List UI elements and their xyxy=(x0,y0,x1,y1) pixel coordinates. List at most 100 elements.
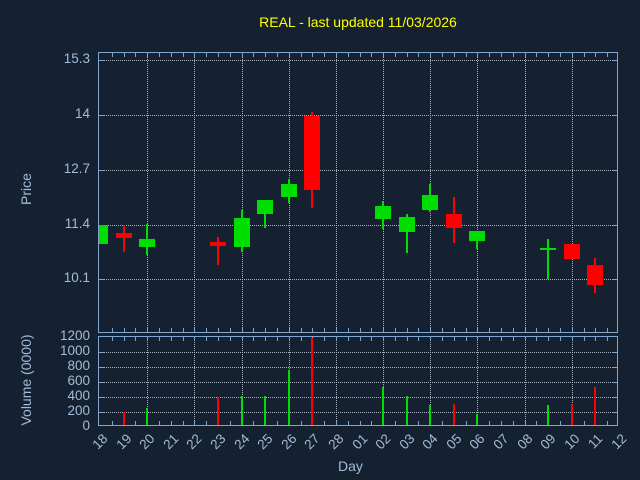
y-major-tick xyxy=(99,114,104,116)
gridline-vertical xyxy=(477,337,479,425)
gridline-vertical xyxy=(194,53,196,332)
y-major-tick xyxy=(612,412,617,413)
x-minor-tick xyxy=(560,421,562,425)
x-minor-tick xyxy=(465,53,467,57)
x-minor-tick xyxy=(595,337,597,341)
candle-wick xyxy=(547,239,550,279)
x-minor-tick xyxy=(418,421,420,425)
x-minor-tick xyxy=(548,337,550,341)
x-minor-tick xyxy=(383,337,385,341)
x-minor-tick xyxy=(182,421,184,425)
candle-body xyxy=(280,184,297,197)
y-major-tick xyxy=(99,352,104,353)
y-major-tick xyxy=(99,367,104,368)
gridline-vertical xyxy=(430,337,432,425)
volume-bar xyxy=(240,395,243,425)
price-panel xyxy=(98,52,618,333)
x-minor-tick xyxy=(453,53,455,57)
x-minor-tick xyxy=(536,337,538,341)
x-minor-tick xyxy=(123,337,125,341)
x-minor-tick xyxy=(276,337,278,341)
x-minor-tick xyxy=(583,421,585,425)
gridline-horizontal xyxy=(99,224,617,226)
volume-bar xyxy=(382,387,385,425)
y-major-tick xyxy=(99,169,104,171)
x-minor-tick xyxy=(182,328,184,332)
y-major-tick xyxy=(99,412,104,413)
candle-body xyxy=(540,247,557,250)
y-major-tick xyxy=(99,279,104,281)
x-minor-tick xyxy=(288,53,290,57)
price-tick-label: 12.7 xyxy=(63,160,90,176)
x-minor-tick xyxy=(524,328,526,332)
x-minor-tick xyxy=(394,328,396,332)
gridline-vertical xyxy=(571,337,573,425)
volume-tick-label: 1200 xyxy=(59,328,90,343)
volume-bar xyxy=(405,396,408,425)
x-minor-tick xyxy=(560,337,562,341)
y-major-tick xyxy=(99,397,104,398)
x-minor-tick xyxy=(442,53,444,57)
volume-bar xyxy=(452,403,455,425)
price-tick-label: 14 xyxy=(74,105,90,121)
y-major-tick xyxy=(612,367,617,368)
x-minor-tick xyxy=(607,53,609,57)
x-minor-tick xyxy=(571,328,573,332)
price-axis-label: Price xyxy=(18,173,34,205)
x-minor-tick xyxy=(512,337,514,341)
volume-bar xyxy=(476,413,479,425)
x-minor-tick xyxy=(524,421,526,425)
x-minor-tick xyxy=(371,421,373,425)
volume-tick-label: 0 xyxy=(82,418,90,433)
price-tick-label: 15.3 xyxy=(63,50,90,66)
volume-tick-label: 200 xyxy=(67,403,90,418)
x-minor-tick xyxy=(501,328,503,332)
x-minor-tick xyxy=(371,337,373,341)
y-major-tick xyxy=(612,352,617,353)
chart-title: REAL - last updated 11/03/2026 xyxy=(259,14,457,30)
x-minor-tick xyxy=(206,53,208,57)
x-minor-tick xyxy=(147,53,149,57)
x-minor-tick xyxy=(347,328,349,332)
price-tick-label: 11.4 xyxy=(64,215,90,231)
candle-body xyxy=(304,115,321,191)
x-minor-tick xyxy=(359,337,361,341)
volume-tick-label: 800 xyxy=(67,358,90,373)
volume-bar xyxy=(547,404,550,425)
x-minor-tick xyxy=(312,53,314,57)
x-minor-tick xyxy=(182,337,184,341)
x-minor-tick xyxy=(253,53,255,57)
x-minor-tick xyxy=(170,53,172,57)
x-minor-tick xyxy=(158,53,160,57)
x-minor-tick xyxy=(477,328,479,332)
x-minor-tick xyxy=(465,328,467,332)
x-minor-tick xyxy=(489,337,491,341)
x-minor-tick xyxy=(607,328,609,332)
x-minor-tick xyxy=(465,337,467,341)
x-minor-tick xyxy=(111,328,113,332)
x-minor-tick xyxy=(359,421,361,425)
gridline-vertical xyxy=(335,53,337,332)
x-minor-tick xyxy=(406,53,408,57)
gridline-vertical xyxy=(147,53,149,332)
candle-wick xyxy=(216,236,219,266)
x-minor-tick xyxy=(288,328,290,332)
x-minor-tick xyxy=(265,328,267,332)
gridline-horizontal xyxy=(99,169,617,171)
x-minor-tick xyxy=(123,328,125,332)
x-minor-tick xyxy=(206,328,208,332)
gridline-vertical xyxy=(571,53,573,332)
x-minor-tick xyxy=(418,53,420,57)
y-major-tick xyxy=(612,382,617,383)
gridline-vertical xyxy=(383,337,385,425)
volume-tick-label: 1000 xyxy=(59,343,90,358)
gridline-horizontal xyxy=(99,352,617,353)
x-minor-tick xyxy=(335,328,337,332)
x-minor-tick xyxy=(489,328,491,332)
x-minor-tick xyxy=(560,53,562,57)
price-tick-label: 10.1 xyxy=(63,270,90,286)
gridline-vertical xyxy=(241,337,243,425)
x-minor-tick xyxy=(111,53,113,57)
x-minor-tick xyxy=(324,337,326,341)
gridline-horizontal xyxy=(99,114,617,116)
